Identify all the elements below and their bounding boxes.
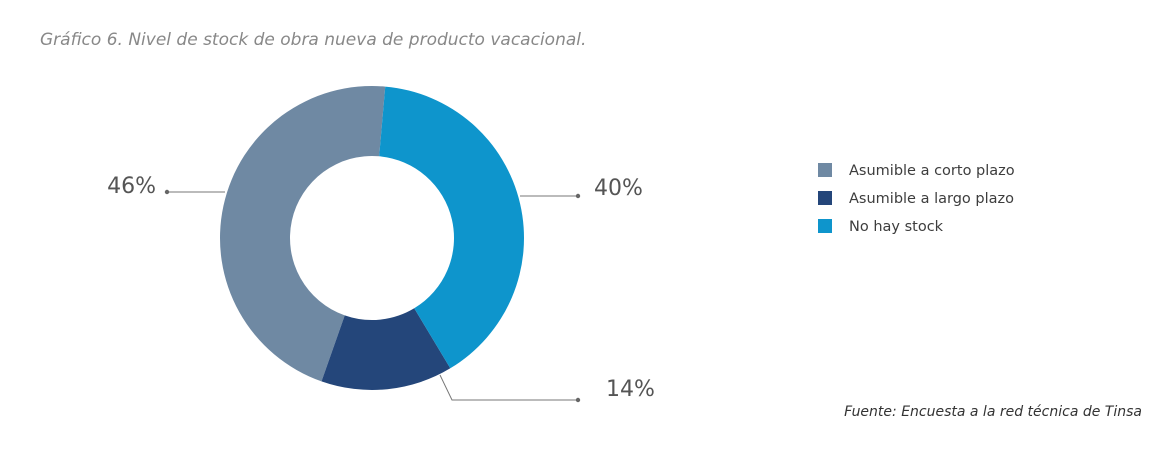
value-label: 40% [594, 176, 643, 201]
donut-slice [219, 86, 386, 382]
source: Fuente: Encuesta a la red técnica de Tin… [844, 404, 1142, 420]
legend-swatch [818, 163, 832, 177]
legend-swatch [818, 219, 832, 233]
chart-title: Gráfico 6. Nivel de stock de obra nueva … [40, 30, 586, 50]
legend-label: Asumible a largo plazo [849, 191, 1014, 207]
legend-label: No hay stock [849, 219, 944, 235]
donut-slice [321, 308, 451, 390]
leader-dot [575, 397, 581, 403]
donut-slice [379, 86, 524, 369]
value-label: 46% [107, 174, 156, 199]
legend-swatch [818, 191, 832, 205]
leader-dot [164, 189, 170, 195]
legend-label: Asumible a corto plazo [849, 163, 1015, 179]
value-label: 14% [606, 377, 655, 402]
leader-dot [575, 193, 581, 199]
leader-line [439, 374, 578, 401]
